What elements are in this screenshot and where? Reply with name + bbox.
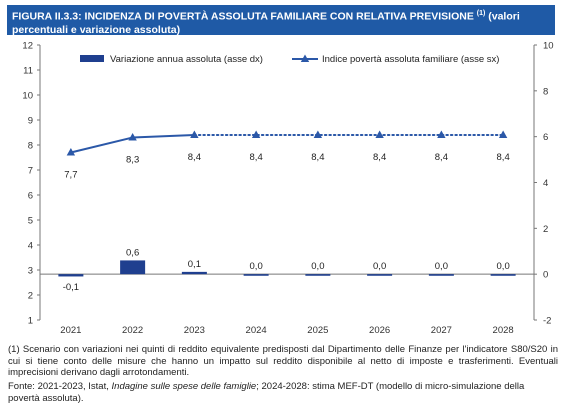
- line-value-label: 8,4: [497, 152, 510, 163]
- y-tick-label-left: 11: [23, 66, 33, 77]
- y-tick-label-left: 2: [28, 291, 33, 302]
- bar-value-label: 0,6: [126, 247, 139, 258]
- footnote: (1) Scenario con variazioni nei quinti d…: [8, 344, 558, 378]
- bar: [428, 274, 454, 276]
- bar-value-label: 0,0: [497, 261, 510, 272]
- legend-bar-label: Variazione annua assoluta (asse dx): [110, 54, 263, 65]
- bar: [120, 260, 146, 275]
- line-value-label: 8,4: [311, 152, 324, 163]
- line-marker: [375, 130, 384, 138]
- bar-value-label: 0,0: [373, 261, 386, 272]
- y-tick-label-left: 6: [28, 191, 33, 202]
- line-marker: [190, 130, 199, 138]
- y-tick-label-left: 1: [28, 316, 33, 327]
- x-tick-label: 2027: [431, 325, 452, 336]
- y-tick-label-left: 9: [28, 116, 33, 127]
- bar: [490, 274, 516, 276]
- line-value-label: 8,4: [373, 152, 386, 163]
- line-value-label: 7,7: [64, 170, 77, 181]
- line-marker: [437, 130, 446, 138]
- legend: Variazione annua assoluta (asse dx) Indic…: [80, 54, 499, 65]
- y-tick-label-left: 4: [28, 241, 33, 252]
- line-value-label: 8,4: [250, 152, 263, 163]
- figure-title-text: FIGURA II.3.3: INCIDENZA DI POVERTÀ ASSO…: [12, 10, 474, 23]
- line-value-label: 8,3: [126, 155, 139, 166]
- legend-line-marker: [300, 54, 310, 62]
- bar-value-label: 0,0: [311, 261, 324, 272]
- y-tick-label-left: 8: [28, 141, 33, 152]
- line-series: [66, 130, 508, 156]
- x-tick-label: 2025: [307, 325, 328, 336]
- y-tick-label-right: 0: [543, 270, 548, 281]
- figure-title-suffix: (valori percentuali e variazione assolut…: [12, 10, 520, 36]
- y-tick-label-right: 10: [543, 41, 554, 52]
- y-tick-label-left: 5: [28, 216, 33, 227]
- line-marker: [313, 130, 323, 138]
- figure-title: FIGURA II.3.3: INCIDENZA DI POVERTÀ ASSO…: [7, 5, 555, 36]
- bar: [181, 271, 207, 275]
- y-tick-label-right: 6: [543, 132, 548, 143]
- x-tick-label: 2022: [122, 325, 143, 336]
- bar: [58, 274, 84, 277]
- line-value-label: 8,4: [188, 152, 201, 163]
- x-tick-label: 2024: [246, 325, 267, 336]
- line-marker: [498, 130, 508, 138]
- bar-value-label: 0,0: [435, 261, 448, 272]
- line-value-label: 8,4: [435, 152, 448, 163]
- y-tick-label-left: 12: [22, 41, 33, 52]
- source-italic: Indagine sulle spese delle famiglie: [111, 381, 257, 392]
- y-tick-label-right: 4: [543, 178, 548, 189]
- bar-value-label: 0,1: [188, 259, 201, 270]
- y-tick-label-left: 7: [28, 166, 33, 177]
- y-tick-label-left: 10: [22, 91, 33, 102]
- source-prefix: Fonte: 2021-2023, Istat,: [8, 381, 112, 392]
- source-note: Fonte: 2021-2023, Istat, Indagine sulle …: [8, 381, 558, 404]
- footnote-ref: (1): [476, 10, 486, 17]
- bar: [305, 274, 331, 276]
- legend-line-label: Indice povertà assoluta familiare (asse …: [322, 54, 499, 65]
- x-tick-label: 2026: [369, 325, 390, 336]
- legend-bar-swatch: [80, 55, 104, 62]
- bar-value-label: -0,1: [63, 282, 79, 293]
- bar: [243, 274, 269, 276]
- y-tick-label-right: 2: [543, 224, 548, 235]
- data-labels: -0,1 0,6 0,1 0,0 0,0 0,0 0,0 0,0 7,7 8,3 8,4 8,4 8,4…: [63, 152, 510, 293]
- source-suffix: ; 2024-2028: stima MEF-DT (modello di mi…: [8, 381, 525, 404]
- y-tick-label-left: 3: [28, 266, 33, 277]
- bar-series: [58, 260, 516, 277]
- y-tick-label-right: 8: [543, 86, 548, 97]
- line-marker: [251, 130, 261, 138]
- line-marker: [128, 133, 137, 141]
- bar-value-label: 0,0: [250, 261, 263, 272]
- x-tick-label: 2028: [493, 325, 514, 336]
- line-marker: [66, 148, 76, 156]
- bar: [367, 274, 393, 276]
- y-tick-label-right: -2: [543, 316, 551, 327]
- x-tick-label: 2023: [184, 325, 205, 336]
- x-tick-label: 2021: [60, 325, 81, 336]
